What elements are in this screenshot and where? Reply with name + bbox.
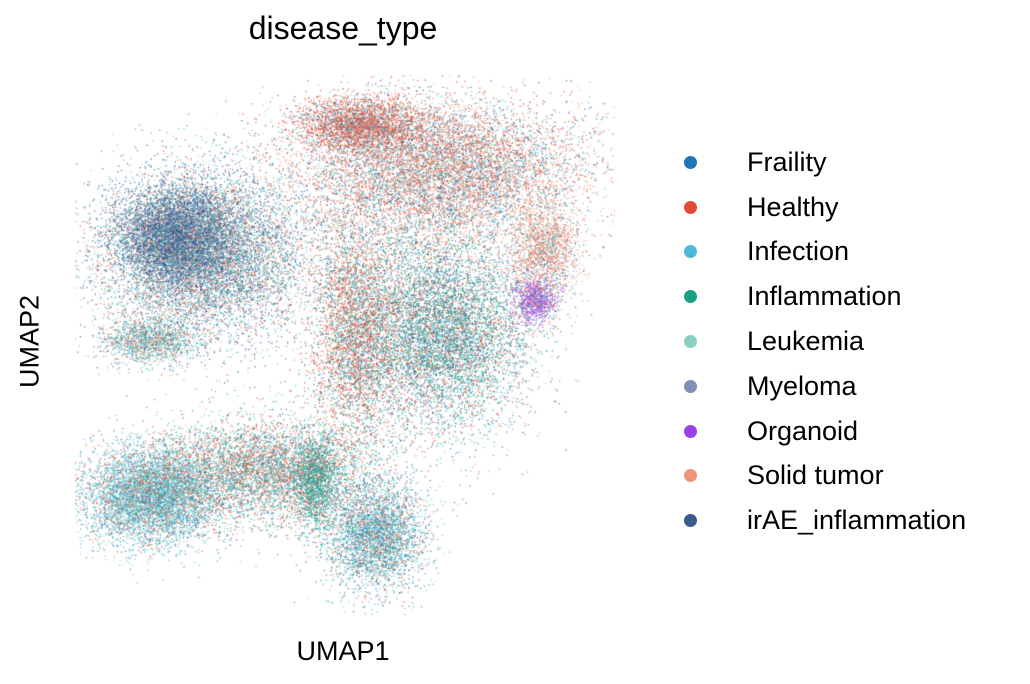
legend-marker-icon	[684, 514, 697, 528]
legend-label: Solid tumor	[747, 460, 884, 491]
legend-marker-icon	[684, 200, 697, 214]
legend-marker-icon	[684, 469, 697, 483]
legend-label: Fraility	[747, 146, 827, 177]
legend: Fraility Healthy Infection Inflammation Leuk…	[680, 140, 966, 543]
legend-marker-icon	[684, 290, 697, 304]
umap-scatter-points	[75, 75, 615, 615]
x-axis-label: UMAP1	[296, 636, 390, 666]
legend-label: Inflammation	[747, 281, 902, 312]
legend-label: Infection	[747, 236, 850, 267]
legend-item: Myeloma	[680, 364, 966, 409]
legend-label: Organoid	[747, 415, 859, 446]
legend-label: Leukemia	[747, 326, 865, 357]
chart-title: disease_type	[248, 10, 438, 46]
legend-item: Fraility	[680, 140, 966, 185]
legend-marker-icon	[684, 379, 697, 393]
legend-label: Healthy	[747, 191, 839, 222]
legend-item: Inflammation	[680, 274, 966, 319]
legend-marker-icon	[684, 335, 697, 349]
legend-item: Leukemia	[680, 319, 966, 364]
legend-label: Myeloma	[747, 370, 857, 401]
legend-item: irAE_inflammation	[680, 498, 966, 543]
legend-item: Solid tumor	[680, 454, 966, 499]
legend-marker-icon	[684, 245, 697, 259]
legend-item: Infection	[680, 230, 966, 275]
legend-marker-icon	[684, 155, 697, 169]
y-axis-label: UMAP2	[14, 294, 45, 389]
legend-marker-icon	[684, 424, 697, 438]
legend-label: irAE_inflammation	[747, 505, 967, 536]
legend-item: Healthy	[680, 185, 966, 230]
plot-area	[75, 75, 615, 615]
legend-item: Organoid	[680, 409, 966, 454]
